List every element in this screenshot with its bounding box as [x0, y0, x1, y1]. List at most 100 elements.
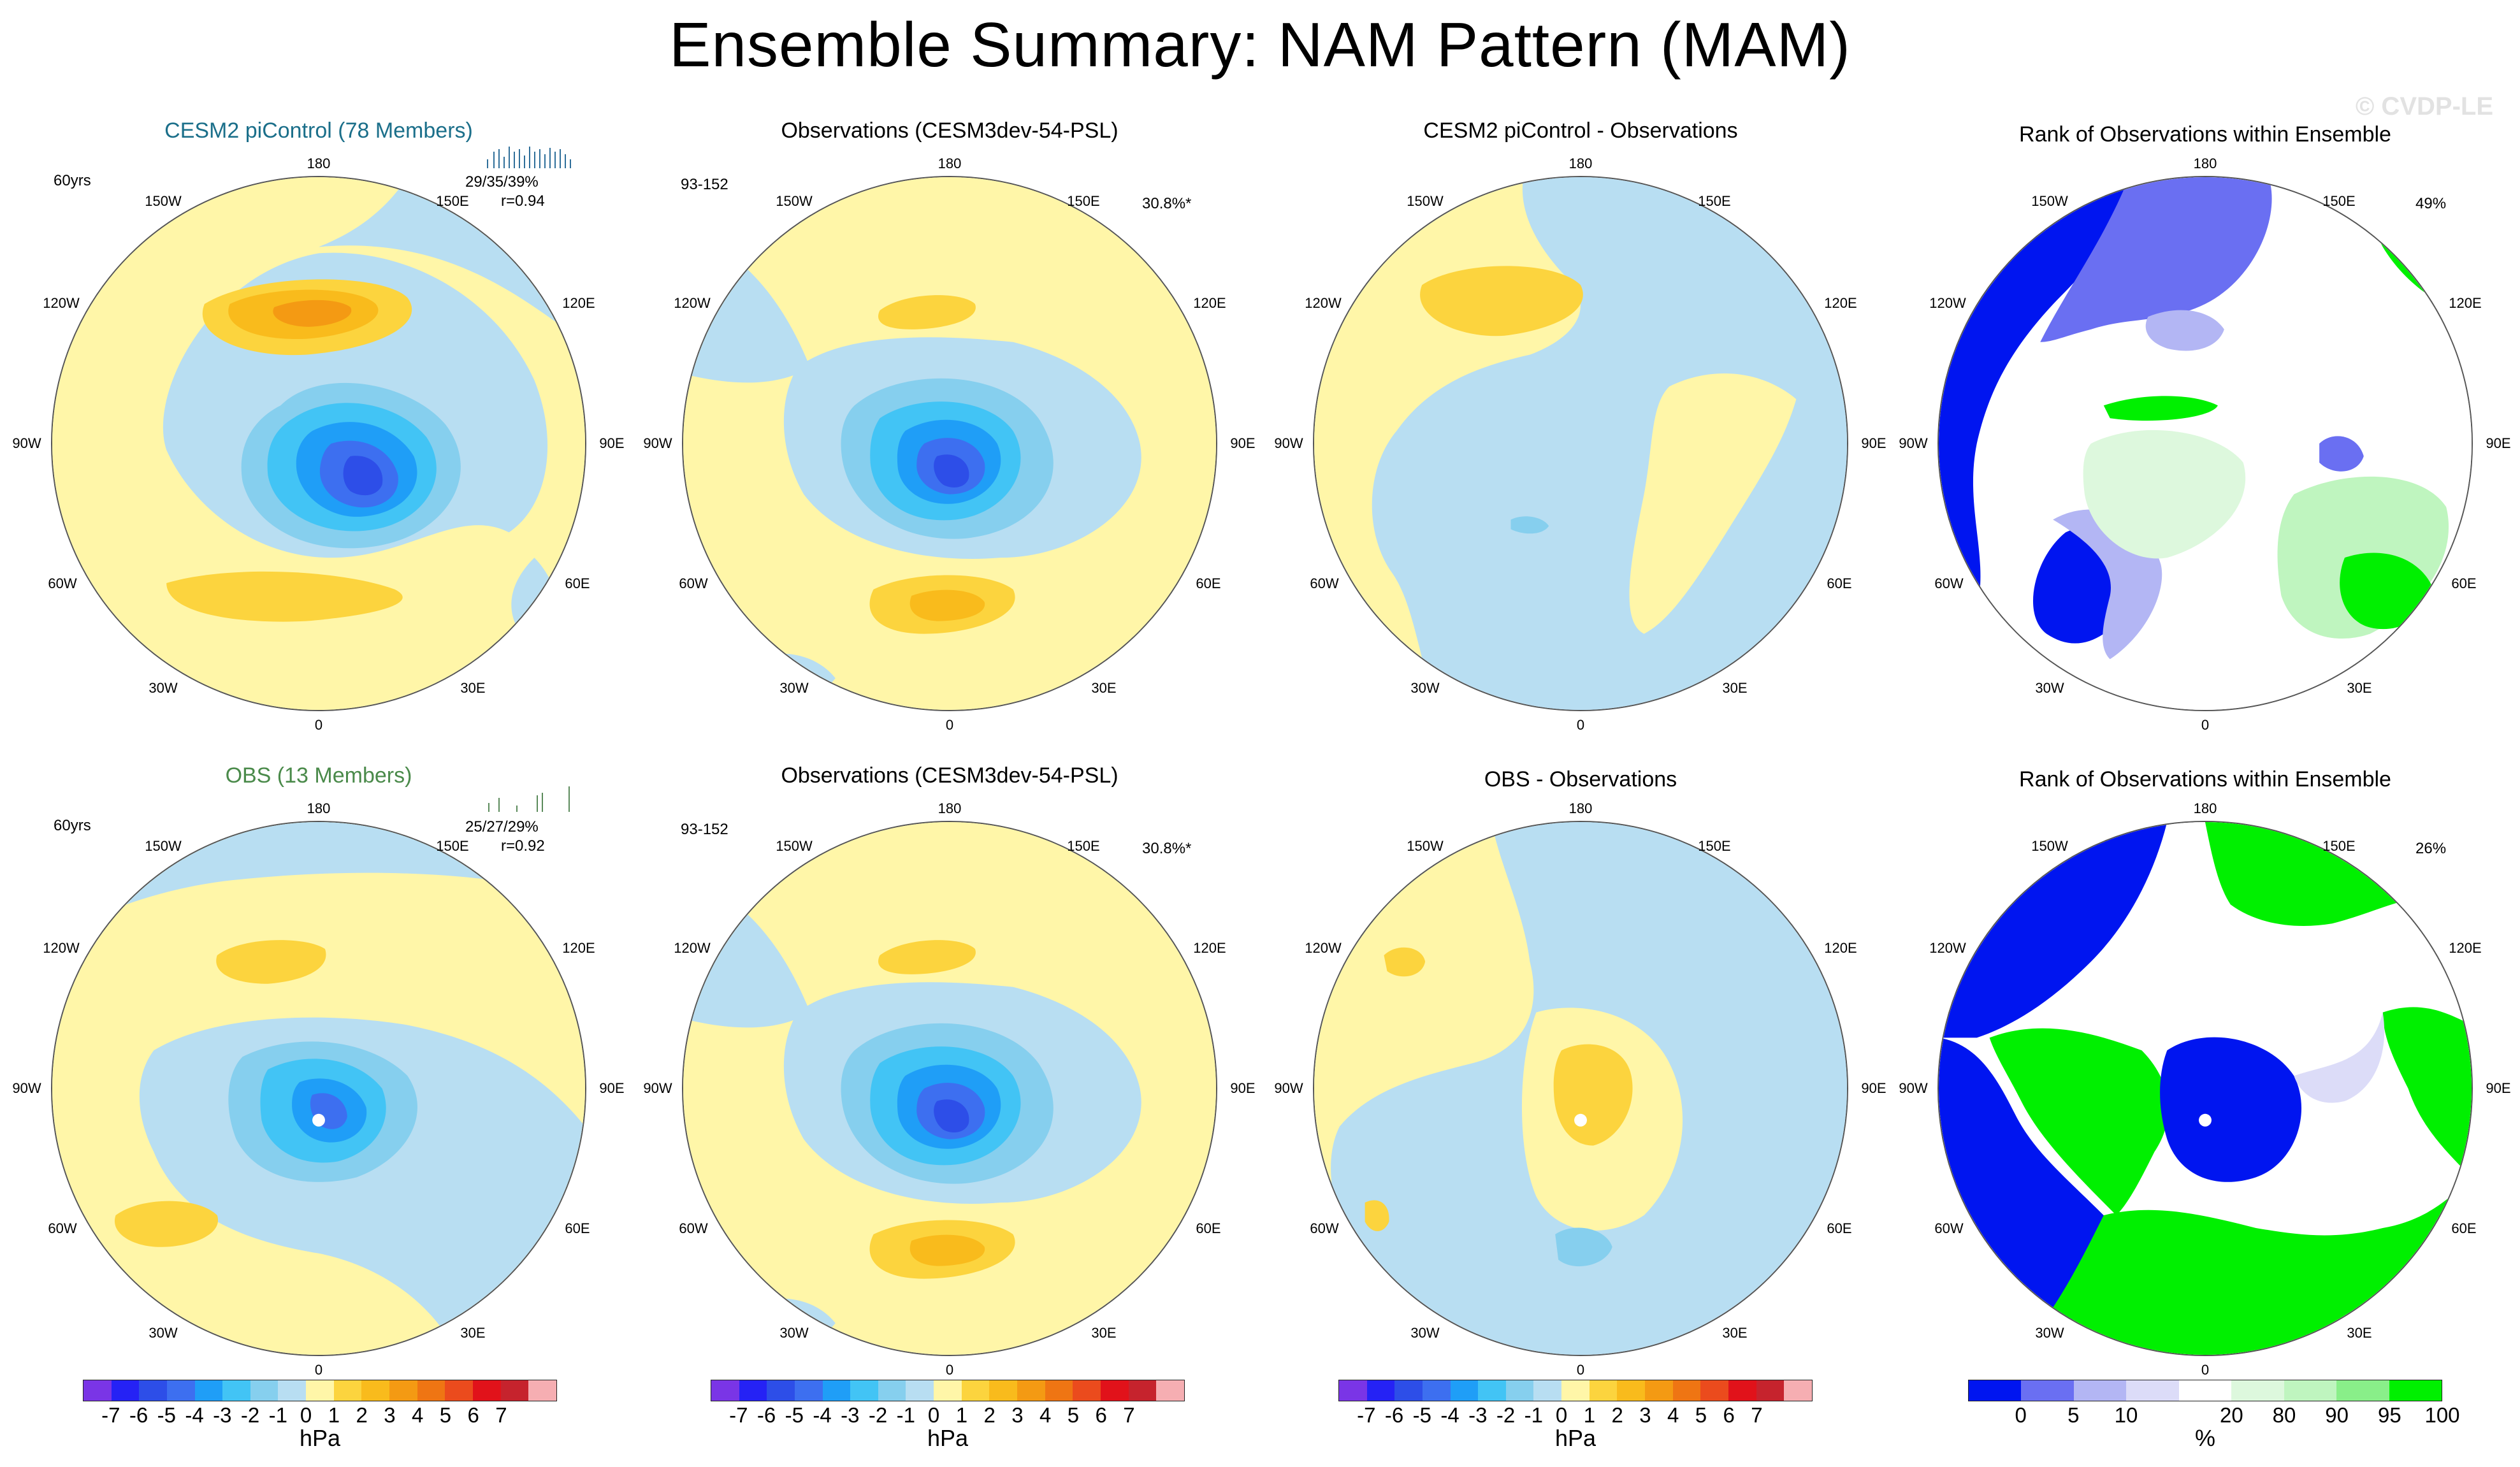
lon-label-0: 0 [2201, 717, 2210, 733]
lon-label-60e: 60E [565, 1220, 590, 1236]
lon-label-30w: 30W [148, 680, 178, 696]
colorbar-tick-label: 2 [1611, 1403, 1623, 1427]
panel-title-obs: Observations (CESM3dev-54-PSL) [781, 119, 1119, 143]
rank-swatch [1969, 1380, 2022, 1401]
psl-swatch [1700, 1380, 1728, 1401]
lon-label-150e: 150E [1698, 193, 1731, 209]
lon-label-120w: 120W [43, 295, 80, 311]
rank-swatch [2389, 1380, 2442, 1401]
lon-label-30e: 30E [1091, 1325, 1117, 1341]
psl-swatch [250, 1380, 279, 1401]
lon-label-90w: 90W [12, 1080, 41, 1096]
lon-label-120w: 120W [674, 940, 711, 956]
years-label: 93-152 [681, 821, 728, 838]
psl-swatch [1589, 1380, 1618, 1401]
colorbar-tick-label: 100 [2424, 1403, 2460, 1427]
colorbar-ticks-psl-3: -7 -6 -5 -4 -3 -2 -1 0 1 2 3 4 5 6 7 [1338, 1403, 1813, 1429]
colorbar-tick-label: -1 [268, 1403, 288, 1427]
lon-label-90e: 90E [2486, 435, 2511, 451]
colorbar-tick-label: -2 [1496, 1403, 1516, 1427]
psl-swatch [1156, 1380, 1184, 1401]
colorbar-tick-label: -3 [213, 1403, 232, 1427]
colorbar-tick-label: 1 [1583, 1403, 1596, 1427]
colorbar-tick-label: 6 [1723, 1403, 1735, 1427]
lon-label-120w: 120W [1929, 295, 1966, 311]
lon-label-30w: 30W [779, 1325, 809, 1341]
lon-label-120e: 120E [1193, 295, 1226, 311]
lon-label-120e: 120E [562, 940, 595, 956]
psl-swatch [1672, 1380, 1701, 1401]
pct-label: 25/27/29% [465, 818, 539, 835]
lon-label-60e: 60E [1827, 575, 1852, 591]
psl-swatch [333, 1380, 362, 1401]
lon-label-30e: 30E [2347, 680, 2372, 696]
colorbar-tick-label: -3 [841, 1403, 860, 1427]
lon-label-0: 0 [2201, 1362, 2210, 1378]
lon-label-30e: 30E [1722, 680, 1748, 696]
colorbar-tick-label: 4 [411, 1403, 424, 1427]
colorbar-tick-label: -4 [813, 1403, 832, 1427]
lon-label-30e: 30E [460, 1325, 486, 1341]
lon-label-150e: 150E [1067, 193, 1100, 209]
lon-label-60w: 60W [679, 1220, 708, 1236]
lon-label-150w: 150W [776, 193, 813, 209]
lon-label-60w: 60W [48, 575, 77, 591]
psl-swatch [878, 1380, 906, 1401]
psl-swatch [1422, 1380, 1451, 1401]
psl-swatch [711, 1380, 739, 1401]
unit-percent: % [2194, 1425, 2215, 1451]
colorbar-tick-label: 3 [1639, 1403, 1651, 1427]
lon-label-150e: 150E [436, 838, 469, 854]
colorbar-tick-label: -7 [1357, 1403, 1376, 1427]
colorbar-tick-label: 7 [1123, 1403, 1135, 1427]
rank-swatch [2284, 1380, 2337, 1401]
colorbar-tick-label: 6 [1095, 1403, 1107, 1427]
lon-label-0: 0 [945, 717, 954, 733]
panel-title-diff: CESM2 piControl - Observations [1423, 119, 1738, 143]
psl-swatch [1339, 1380, 1367, 1401]
lon-label-150e: 150E [1698, 838, 1731, 854]
colorbar-ticks-psl-2: -7 -6 -5 -4 -3 -2 -1 0 1 2 3 4 5 6 7 [711, 1403, 1185, 1429]
lon-label-60e: 60E [1196, 1220, 1221, 1236]
lon-label-90w: 90W [1274, 435, 1303, 451]
lon-label-120e: 120E [562, 295, 595, 311]
lon-label-90w: 90W [12, 435, 41, 451]
psl-swatch [1617, 1380, 1646, 1401]
psl-swatch [222, 1380, 250, 1401]
colorbar-tick-label: 4 [1039, 1403, 1052, 1427]
colorbar-tick-label: 4 [1667, 1403, 1679, 1427]
lon-label-30w: 30W [779, 680, 809, 696]
psl-swatch [83, 1380, 112, 1401]
psl-swatch [961, 1380, 990, 1401]
sparkline [484, 786, 574, 812]
lon-label-120w: 120W [674, 295, 711, 311]
colorbar-tick-label: 1 [328, 1403, 340, 1427]
unit-hpa: hPa [927, 1425, 969, 1451]
lon-label-0: 0 [1576, 717, 1585, 733]
unit-hpa: hPa [1554, 1425, 1597, 1451]
pct-variance-label: 30.8%* [1142, 840, 1192, 857]
panel-title-rank-2: Rank of Observations within Ensemble [2019, 767, 2391, 791]
lon-label-150w: 150W [2031, 838, 2068, 854]
lon-label-90e: 90E [1230, 1080, 1256, 1096]
colorbar-tick-label: -6 [129, 1403, 148, 1427]
psl-swatch [767, 1380, 795, 1401]
lon-label-180: 180 [938, 800, 962, 816]
psl-swatch [850, 1380, 878, 1401]
colorbar-tick-label: 5 [1067, 1403, 1080, 1427]
colorbar-tick-label: -2 [868, 1403, 888, 1427]
rank-pct-label: 49% [2415, 195, 2447, 212]
psl-swatch [1045, 1380, 1073, 1401]
colorbar-tick-label: 3 [384, 1403, 396, 1427]
psl-swatch [934, 1380, 962, 1401]
lon-label-60w: 60W [679, 575, 708, 591]
lon-label-120e: 120E [1193, 940, 1226, 956]
panel-title-rank: Rank of Observations within Ensemble [2019, 122, 2391, 147]
colorbar-tick-label: 2 [983, 1403, 996, 1427]
colorbar-tick-label: -2 [240, 1403, 260, 1427]
lon-label-150w: 150W [2031, 193, 2068, 209]
lon-label-90e: 90E [1861, 1080, 1886, 1096]
colorbar-tick-label: 0 [1555, 1403, 1568, 1427]
years-label: 60yrs [54, 172, 91, 189]
psl-swatch [989, 1380, 1018, 1401]
